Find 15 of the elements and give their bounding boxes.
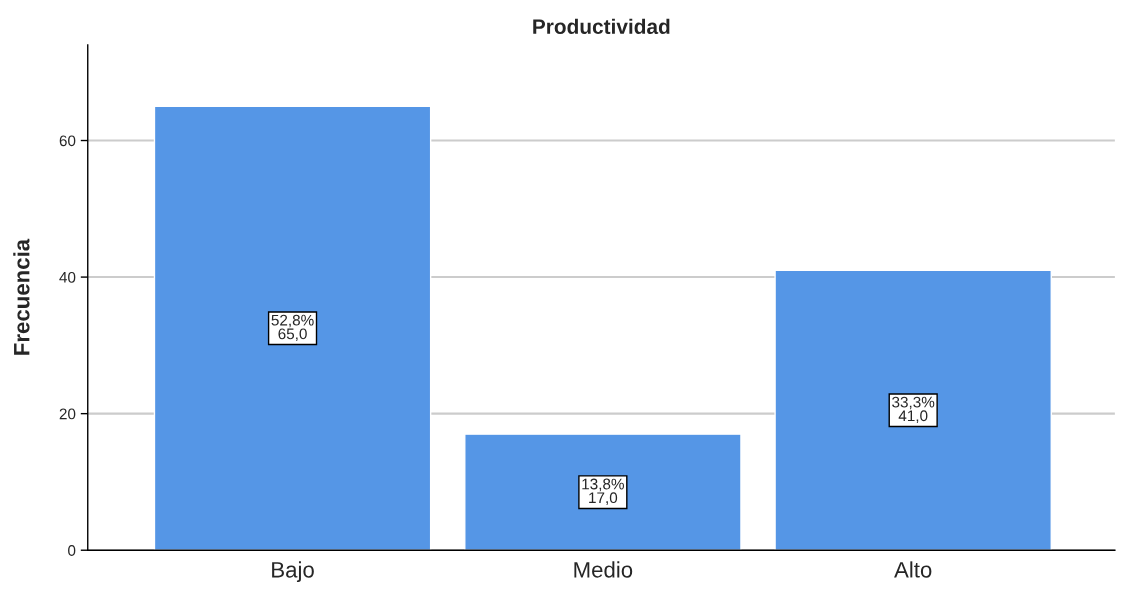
bar (153, 105, 432, 551)
y-tick-label: 0 (68, 545, 76, 556)
x-tick-label: Bajo (272, 561, 314, 583)
bar (464, 433, 742, 551)
bar (774, 269, 1052, 551)
y-axis-title: Frecuencia (13, 238, 30, 355)
x-tick-label: Medio (574, 561, 633, 578)
y-tick-label: 20 (59, 408, 76, 420)
data-label: 33,3% 41,0 (892, 396, 935, 423)
y-tick-label: 40 (59, 271, 76, 283)
y-tick-label: 60 (59, 135, 76, 147)
x-tick-label: Alto (894, 561, 932, 578)
chart-title: Productividad (533, 18, 670, 35)
data-label: 13,8% 17,0 (582, 478, 624, 505)
data-label: 52,8% 65,0 (271, 314, 314, 342)
